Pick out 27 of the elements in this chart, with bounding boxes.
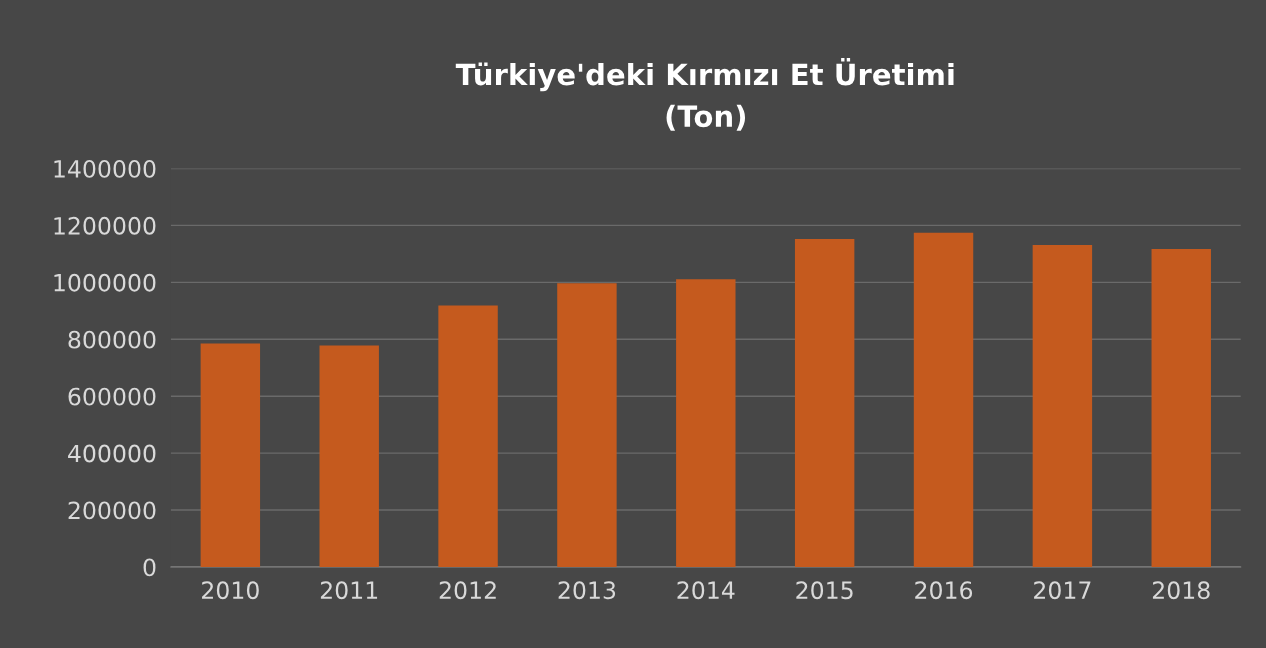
y-tick-label: 1200000 [54,216,156,235]
chart-title: Türkiye'deki Kırmızı Et Üretimi (Ton) [455,58,954,131]
y-tick-label: 1400000 [54,159,156,178]
y-tick-label: 1000000 [54,273,156,292]
bar [794,239,855,567]
x-tick-label: 2013 [558,581,616,600]
bar [319,345,379,567]
y-tick-label: 400000 [68,444,156,463]
bar [557,283,617,567]
x-tick-label: 2017 [1034,581,1091,600]
y-tick-label: 800000 [68,330,156,349]
x-tick-label: 2016 [915,581,973,600]
y-tick-label: 200000 [68,501,156,520]
y-tick-label: 0 [143,558,156,577]
x-tick-label: 2014 [677,581,735,600]
x-tick-label: 2012 [439,581,496,600]
bar [1032,245,1093,567]
bar [913,232,974,567]
x-tick-label: 2015 [796,581,853,600]
bar [438,305,498,567]
x-tick-label: 2011 [320,581,378,600]
x-tick-label: 2010 [202,581,259,600]
x-tick-label: 2018 [1152,581,1210,600]
bar [1151,249,1211,567]
y-tick-label: 600000 [68,387,156,406]
bar [200,343,261,567]
bar [676,279,736,567]
